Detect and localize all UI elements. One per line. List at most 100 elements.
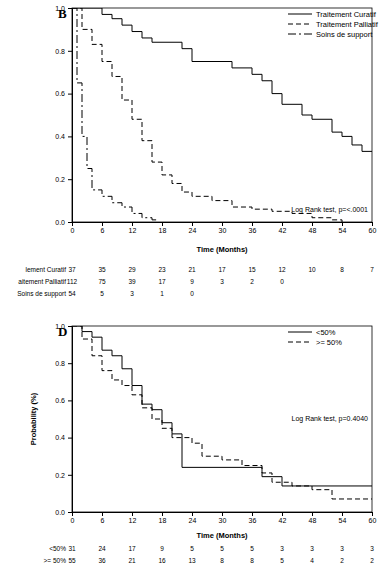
x-tick-mark xyxy=(312,512,313,516)
x-tick-label: 24 xyxy=(189,517,197,524)
risk-count: 36 xyxy=(98,557,106,564)
risk-count: 3 xyxy=(220,278,224,285)
x-tick: 48 xyxy=(309,222,317,234)
y-tick-mark xyxy=(68,363,72,364)
y-tick-label: 0.6 xyxy=(55,397,65,404)
x-tick-mark xyxy=(282,222,283,226)
curves xyxy=(72,8,372,222)
y-axis: 0.00.20.40.60.81.0 xyxy=(55,5,72,226)
risk-count: 0 xyxy=(190,290,194,297)
x-tick: 60 xyxy=(369,512,377,524)
x-tick-mark xyxy=(372,222,373,226)
x-tick: 42 xyxy=(279,222,287,234)
legend-swatch xyxy=(288,14,312,15)
x-tick-mark xyxy=(222,512,223,516)
x-tick: 30 xyxy=(219,222,227,234)
x-tick-mark xyxy=(222,222,223,226)
legend-swatch xyxy=(288,34,312,35)
risk-count: 15 xyxy=(248,266,256,273)
risk-count: 75 xyxy=(98,278,106,285)
x-tick-label: 36 xyxy=(249,517,257,524)
y-tick-mark xyxy=(68,8,72,9)
risk-label: >= 50% xyxy=(44,557,67,564)
x-tick: 12 xyxy=(129,222,137,234)
y-tick-label: 0.0 xyxy=(55,509,65,516)
survival-curve xyxy=(72,8,342,222)
x-tick-label: 30 xyxy=(219,517,227,524)
risk-count: 37 xyxy=(68,266,76,273)
x-tick-label: 54 xyxy=(339,227,347,234)
x-tick-mark xyxy=(282,512,283,516)
x-tick: 0 xyxy=(71,512,75,524)
risk-count: 17 xyxy=(158,278,166,285)
risk-count: 24 xyxy=(98,545,106,552)
risk-label: <50% xyxy=(49,545,66,552)
risk-count: 17 xyxy=(128,545,136,552)
x-tick: 30 xyxy=(219,512,227,524)
y-tick-mark xyxy=(68,326,72,327)
legend: <50%>= 50% xyxy=(288,328,342,347)
risk-count: 7 xyxy=(370,266,374,273)
risk-count: 5 xyxy=(190,545,194,552)
risk-count: 8 xyxy=(220,557,224,564)
risk-count: 54 xyxy=(68,290,76,297)
x-axis: 06121824303642485460 xyxy=(71,512,377,524)
legend-swatch xyxy=(288,342,312,343)
x-tick: 54 xyxy=(339,512,347,524)
y-tick-label: 0.4 xyxy=(55,434,65,441)
x-tick-mark xyxy=(162,512,163,516)
x-tick-mark xyxy=(102,222,103,226)
panel: 061218243036424854600.00.20.40.60.81.0<5… xyxy=(29,323,376,564)
risk-label: aitement Palliatif xyxy=(18,278,66,285)
y-tick: 0.0 xyxy=(55,509,72,516)
risk-count: 4 xyxy=(310,557,314,564)
x-tick-label: 48 xyxy=(309,517,317,524)
y-tick-label: 0.8 xyxy=(55,360,65,367)
y-tick-label: 0.8 xyxy=(55,48,65,55)
x-tick-label: 30 xyxy=(219,227,227,234)
x-tick-label: 60 xyxy=(369,517,377,524)
curves xyxy=(72,326,372,499)
y-tick: 0.0 xyxy=(55,219,72,226)
x-tick-mark xyxy=(252,512,253,516)
y-tick-label: 0.6 xyxy=(55,90,65,97)
x-tick-label: 36 xyxy=(249,227,257,234)
risk-count: 16 xyxy=(158,557,166,564)
y-tick: 0.8 xyxy=(55,48,72,55)
x-axis-line xyxy=(73,513,373,517)
y-tick-mark xyxy=(68,222,72,223)
x-tick-mark xyxy=(132,222,133,226)
y-axis-line xyxy=(68,9,73,223)
risk-table: <50%31241795553333>= 50%5536211613885422 xyxy=(44,545,375,564)
x-tick-mark xyxy=(342,222,343,226)
y-tick: 0.4 xyxy=(55,434,72,441)
risk-count: 2 xyxy=(250,278,254,285)
y-tick-mark xyxy=(68,512,72,513)
x-tick: 42 xyxy=(279,512,287,524)
y-tick-mark xyxy=(68,51,72,52)
risk-count: 21 xyxy=(188,266,196,273)
risk-count: 3 xyxy=(280,545,284,552)
annotation: Log Rank test, p=<.0001 xyxy=(291,206,368,214)
x-tick-label: 0 xyxy=(71,227,75,234)
legend-label: >= 50% xyxy=(316,338,342,347)
panel-label: D xyxy=(58,324,67,339)
x-axis-title: Time (Months) xyxy=(196,531,248,540)
x-tick-mark xyxy=(102,512,103,516)
panel: 061218243036424854600.00.20.40.60.81.0Tr… xyxy=(17,5,379,298)
risk-count: 3 xyxy=(370,545,374,552)
x-tick-label: 12 xyxy=(129,227,137,234)
risk-count: 12 xyxy=(278,266,286,273)
legend-label: <50% xyxy=(316,328,336,337)
risk-count: 9 xyxy=(190,278,194,285)
x-tick-label: 6 xyxy=(101,517,105,524)
risk-count: 31 xyxy=(68,545,76,552)
x-tick-mark xyxy=(192,512,193,516)
y-axis-title: Probability (%) xyxy=(29,392,38,445)
y-tick-mark xyxy=(68,136,72,137)
y-tick-label: 0.0 xyxy=(55,219,65,226)
x-tick-mark xyxy=(372,512,373,516)
x-tick: 6 xyxy=(101,512,105,524)
survival-curve xyxy=(72,326,372,486)
x-tick-mark xyxy=(312,222,313,226)
